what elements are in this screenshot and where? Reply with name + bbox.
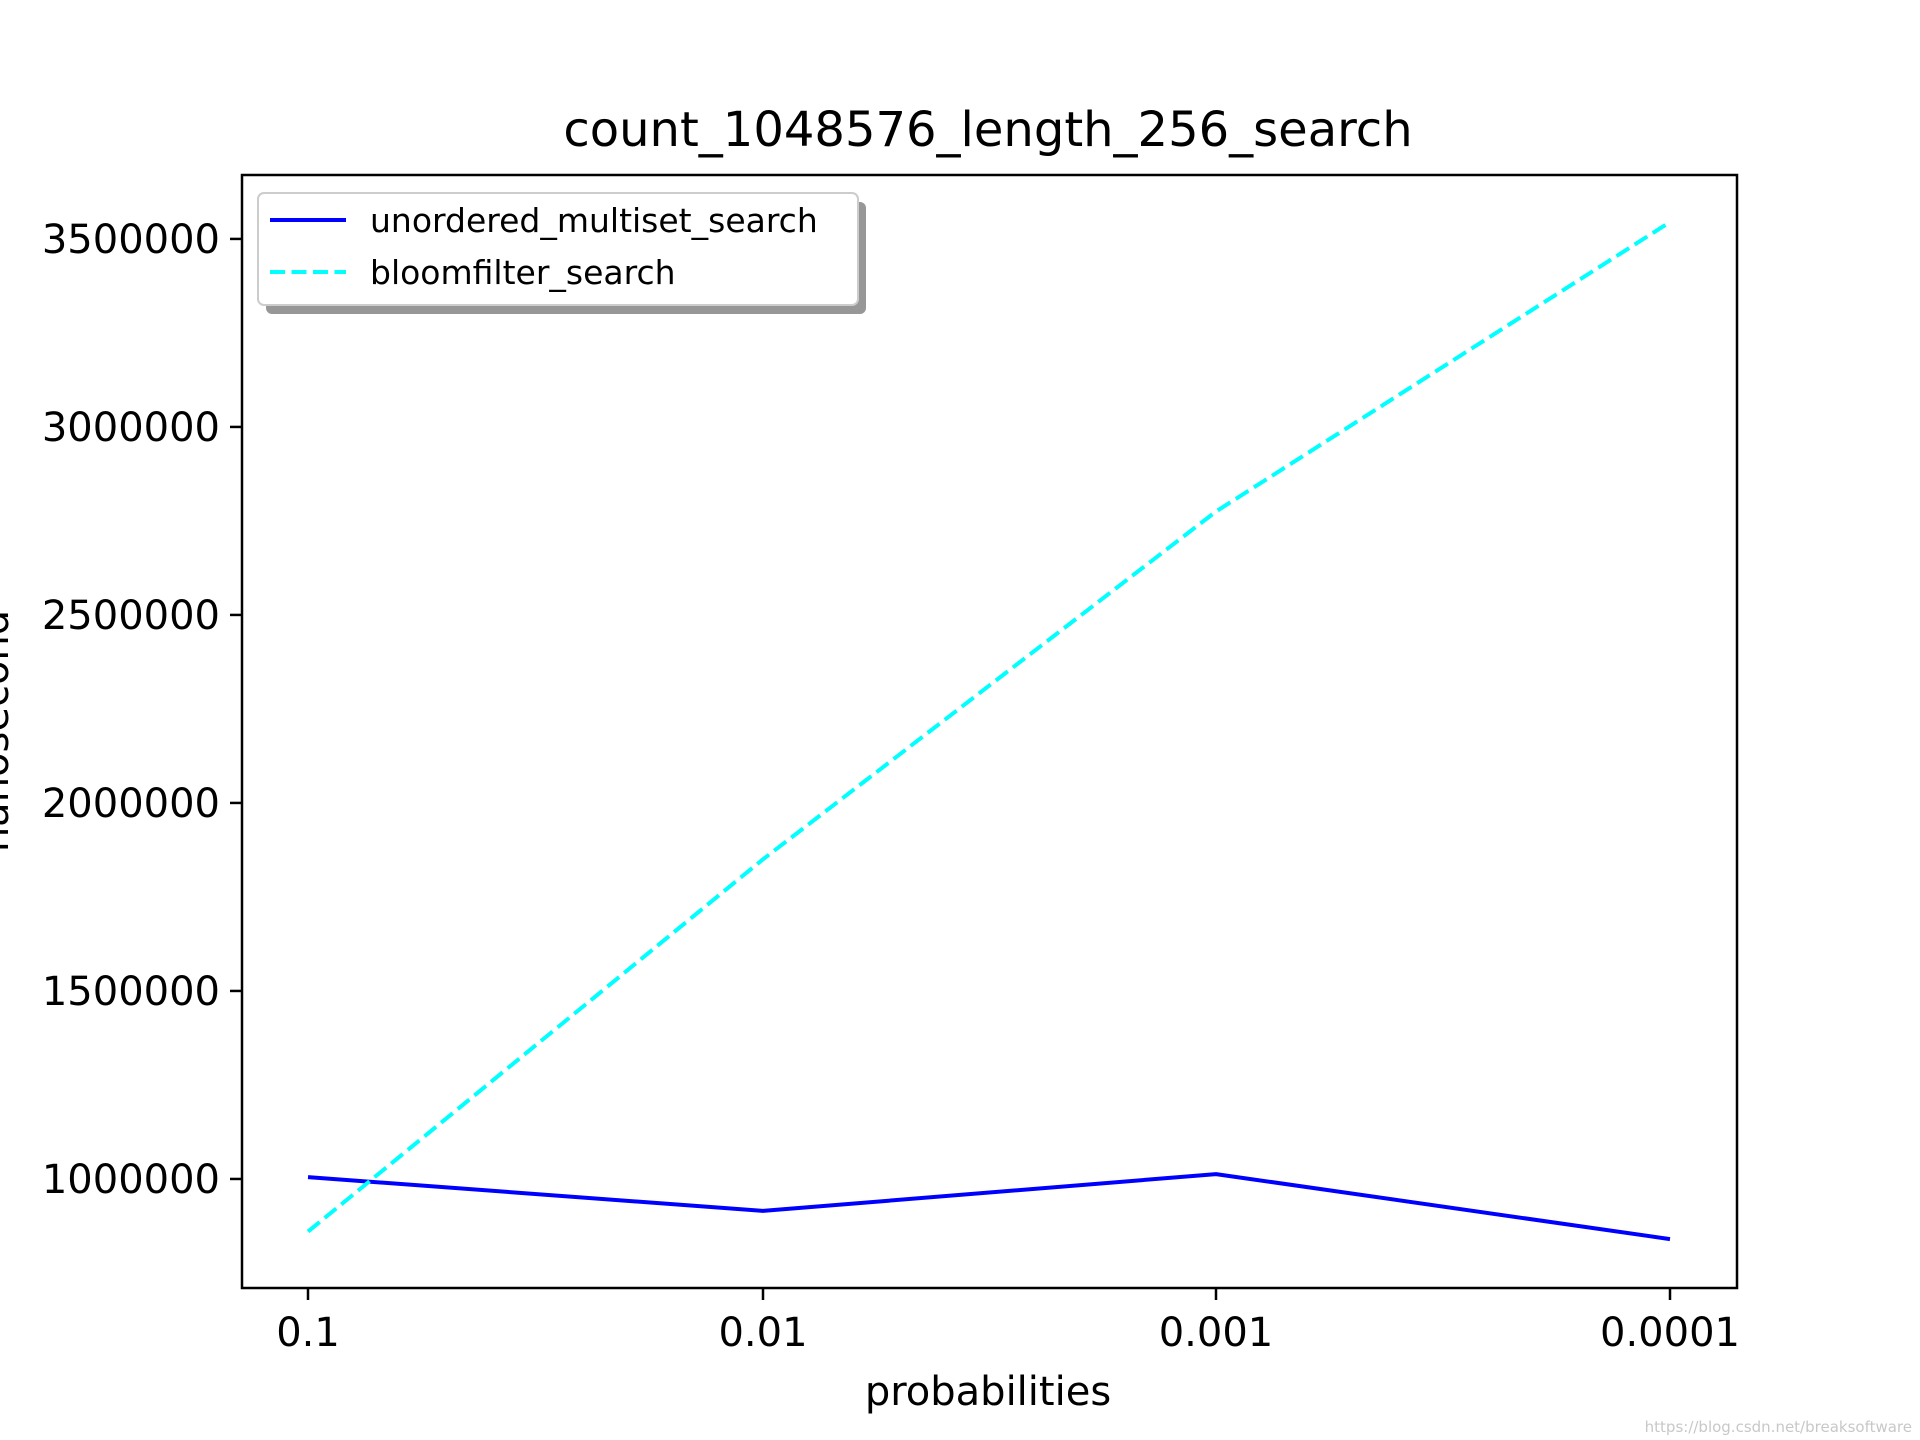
legend: unordered_multiset_search bloomfilter_sea… — [257, 192, 866, 314]
y-tick-label: 1500000 — [42, 969, 220, 1015]
y-tick-label: 2500000 — [42, 593, 220, 639]
x-tick-label: 0.0001 — [1600, 1310, 1740, 1356]
y-axis-label: nanosecond — [0, 610, 18, 852]
x-tick-label: 0.1 — [276, 1310, 340, 1356]
x-axis-label: probabilities — [865, 1369, 1111, 1415]
legend-box — [257, 192, 859, 306]
y-tick-label: 3500000 — [42, 217, 220, 263]
x-tick-label: 0.001 — [1159, 1310, 1274, 1356]
chart-title: count_1048576_length_256_search — [563, 102, 1412, 158]
series-line-bloomfilter-search — [306, 220, 1672, 1234]
x-axis: 0.1 0.01 0.001 0.0001 — [276, 1288, 1740, 1356]
y-tick-label: 3000000 — [42, 405, 220, 451]
y-axis: 1000000 1500000 2000000 2500000 3000000 35000… — [42, 217, 242, 1203]
watermark: https://blog.csdn.net/breaksoftware — [1645, 1418, 1912, 1436]
legend-label: unordered_multiset_search — [370, 201, 818, 240]
plot-frame — [240, 173, 1739, 1290]
x-tick-label: 0.01 — [718, 1310, 807, 1356]
legend-label: bloomfilter_search — [370, 253, 676, 292]
series-line-unordered-multiset-search — [307, 1172, 1671, 1242]
y-tick-label: 1000000 — [42, 1157, 220, 1203]
series-layer — [306, 220, 1672, 1242]
y-tick-label: 2000000 — [42, 781, 220, 827]
